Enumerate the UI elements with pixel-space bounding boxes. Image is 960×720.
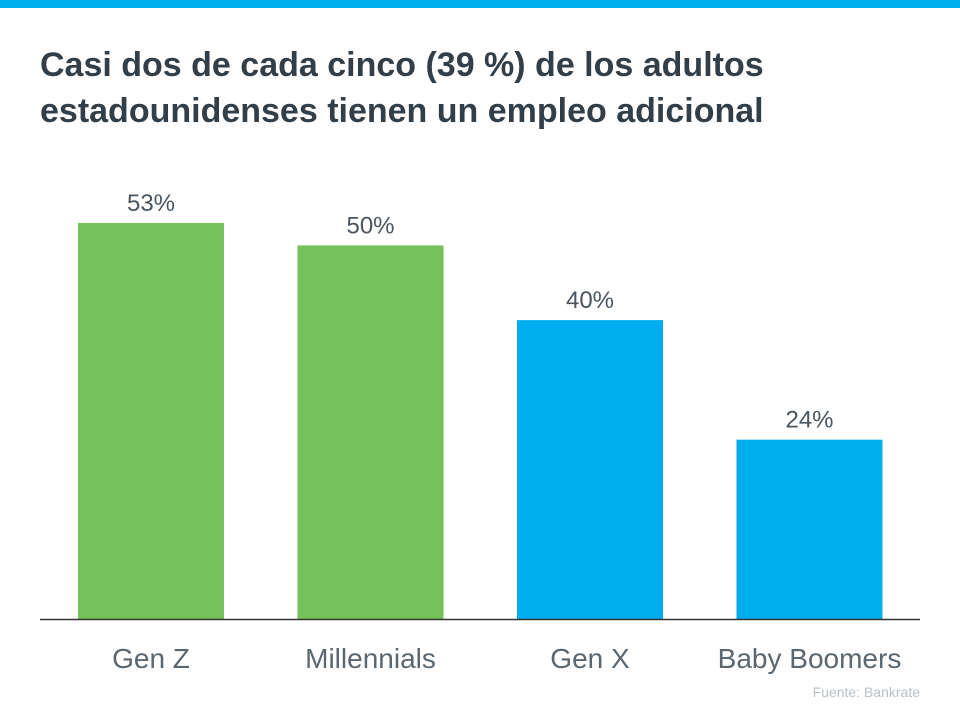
- category-label: Millennials: [305, 643, 436, 674]
- category-label: Gen X: [550, 643, 630, 674]
- value-label: 40%: [566, 287, 614, 314]
- bar-baby-boomers: [736, 439, 883, 619]
- bar-gen-x: [517, 320, 663, 619]
- top-accent-bar: [0, 0, 960, 8]
- category-label: Baby Boomers: [718, 643, 902, 674]
- value-label: 24%: [785, 407, 833, 434]
- title-line-1: Casi dos de cada cinco (39 %) de los adu…: [40, 46, 764, 84]
- value-label: 53%: [127, 190, 175, 217]
- page-title: Casi dos de cada cinco (39 %) de los adu…: [40, 42, 920, 134]
- source-note: Fuente: Bankrate: [812, 684, 920, 700]
- title-line-2: estadounidenses tienen un empleo adicion…: [40, 92, 764, 130]
- category-label: Gen Z: [112, 643, 190, 674]
- bar-millennials: [297, 245, 444, 619]
- bar-gen-z: [78, 223, 224, 619]
- value-label: 50%: [346, 212, 394, 239]
